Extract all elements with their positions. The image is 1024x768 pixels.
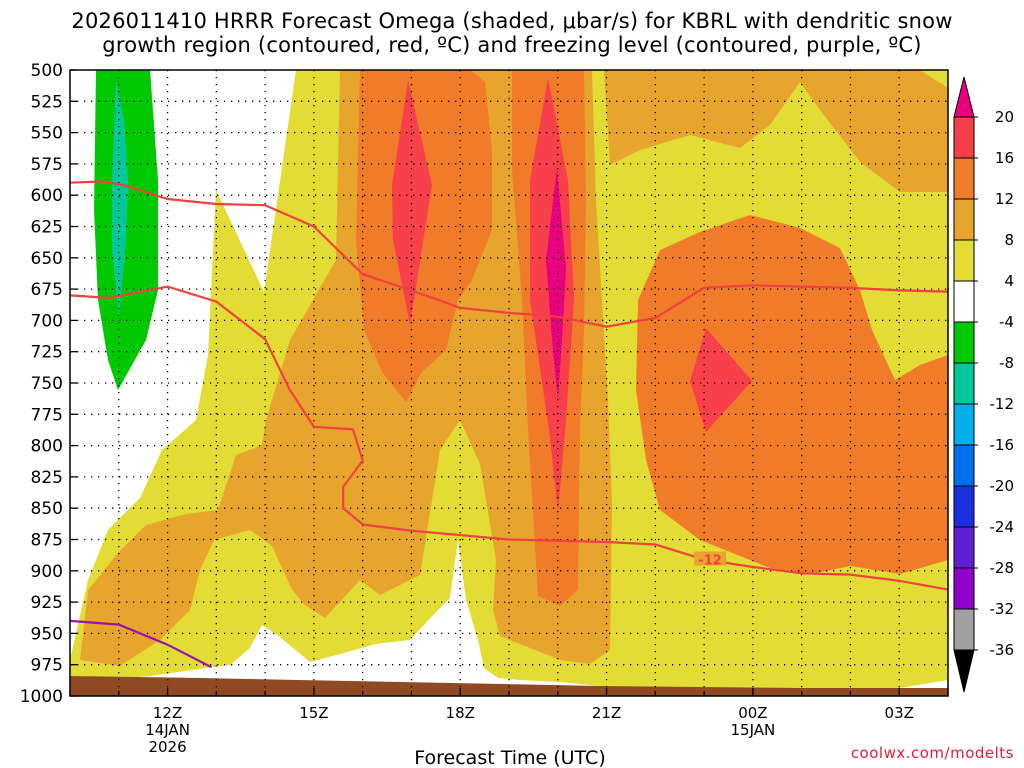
y-tick-label-700: 700: [31, 311, 63, 331]
colorbar-box-2: [953, 198, 975, 241]
colorbar-box-6: [953, 362, 975, 405]
colorbar-top-arrow: [953, 76, 975, 118]
colorbar-box-11: [953, 567, 975, 610]
x-tick-label-21Z: 21Z: [592, 704, 621, 722]
chart-title-line1: 2026011410 HRRR Forecast Omega (shaded, …: [71, 9, 953, 33]
y-tick-label-575: 575: [31, 155, 63, 175]
colorbar-label--28: -28: [990, 559, 1015, 577]
y-tick-label-975: 975: [31, 656, 63, 676]
y-tick-label-675: 675: [31, 280, 63, 300]
y-tick-label-650: 650: [31, 249, 63, 269]
colorbar: 20 16 12 8 4 -4 -8 -12 -16 -20 -24 -28 -32 -36: [953, 76, 1015, 693]
colorbar-box-7: [953, 403, 975, 446]
colorbar-box-1: [953, 157, 975, 200]
colorbar-label--8: -8: [999, 354, 1014, 372]
x-tick-label-00Z: 00Z: [738, 704, 767, 722]
colorbar-box-9: [953, 485, 975, 528]
x-tick-date-12Z: 14JAN: [145, 721, 190, 739]
y-tick-label-800: 800: [31, 437, 63, 457]
y-tick-label-550: 550: [31, 124, 63, 144]
x-axis-label: Forecast Time (UTC): [414, 747, 605, 768]
y-tick-label-875: 875: [31, 531, 63, 551]
colorbar-label--20: -20: [990, 477, 1015, 495]
colorbar-label-12: 12: [995, 190, 1014, 208]
y-tick-label-750: 750: [31, 374, 63, 394]
colorbar-box-10: [953, 526, 975, 569]
contour-label-bg-1: [694, 551, 727, 566]
y-tick-label-600: 600: [31, 186, 63, 206]
colorbar-label--24: -24: [990, 518, 1015, 536]
x-tick-year-12Z: 2026: [148, 738, 186, 756]
x-tick-label-03Z: 03Z: [885, 704, 914, 722]
contour-line-0: [70, 180, 948, 328]
y-tick-label-775: 775: [31, 405, 63, 425]
colorbar-bottom-arrow: [953, 649, 975, 693]
x-tick-label-18Z: 18Z: [446, 704, 475, 722]
colorbar-label-4: 4: [1004, 272, 1014, 290]
y-tick-label-850: 850: [31, 499, 63, 519]
y-tick-label-1000: 1000: [20, 687, 63, 707]
colorbar-box-0: [953, 116, 975, 159]
colorbar-label--12: -12: [990, 395, 1015, 413]
omega-region-ge16-a: [392, 80, 432, 325]
y-tick-label-725: 725: [31, 343, 63, 363]
colorbar-box-8: [953, 444, 975, 487]
contour-line-1: [70, 285, 948, 591]
colorbar-box-12: [953, 608, 975, 651]
colorbar-label--4: -4: [999, 313, 1014, 331]
y-tick-label-900: 900: [31, 562, 63, 582]
y-tick-label-625: 625: [31, 218, 63, 238]
y-tick-label-500: 500: [31, 61, 63, 81]
x-tick-date-00Z: 15JAN: [731, 721, 776, 739]
colorbar-box-3: [953, 239, 975, 282]
omega-region-ge12-c: [636, 215, 948, 574]
omega-region-ge8: [80, 70, 948, 666]
omega-region-le-12: [112, 80, 128, 318]
contour-lines: -12: [70, 180, 948, 669]
y-tick-label-950: 950: [31, 624, 63, 644]
colorbar-label--36: -36: [990, 641, 1015, 659]
credit-link[interactable]: coolwx.com/modelts: [850, 744, 1014, 762]
omega-region-ge12-a: [356, 70, 492, 402]
x-tick-label-12Z: 12Z: [153, 704, 182, 722]
contour-label-1: -12: [698, 554, 722, 569]
colorbar-box-4: [953, 280, 975, 323]
colorbar-label-16: 16: [995, 149, 1014, 167]
colorbar-box-5: [953, 321, 975, 364]
colorbar-label--32: -32: [990, 600, 1015, 618]
colorbar-label-20: 20: [995, 108, 1014, 126]
chart-title-line2: growth region (contoured, red, ºC) and f…: [102, 33, 922, 57]
y-tick-label-825: 825: [31, 468, 63, 488]
omega-region-ge16-c: [690, 328, 752, 432]
y-tick-label-525: 525: [31, 92, 63, 112]
contour-line-2: [70, 619, 213, 669]
colorbar-label-8: 8: [1004, 231, 1014, 249]
colorbar-label--16: -16: [990, 436, 1015, 454]
x-tick-label-15Z: 15Z: [299, 704, 328, 722]
y-tick-label-925: 925: [31, 593, 63, 613]
y-axis: 500 525 550 575 600 625 650 675 700 725 750 775 800 8…: [20, 61, 77, 707]
